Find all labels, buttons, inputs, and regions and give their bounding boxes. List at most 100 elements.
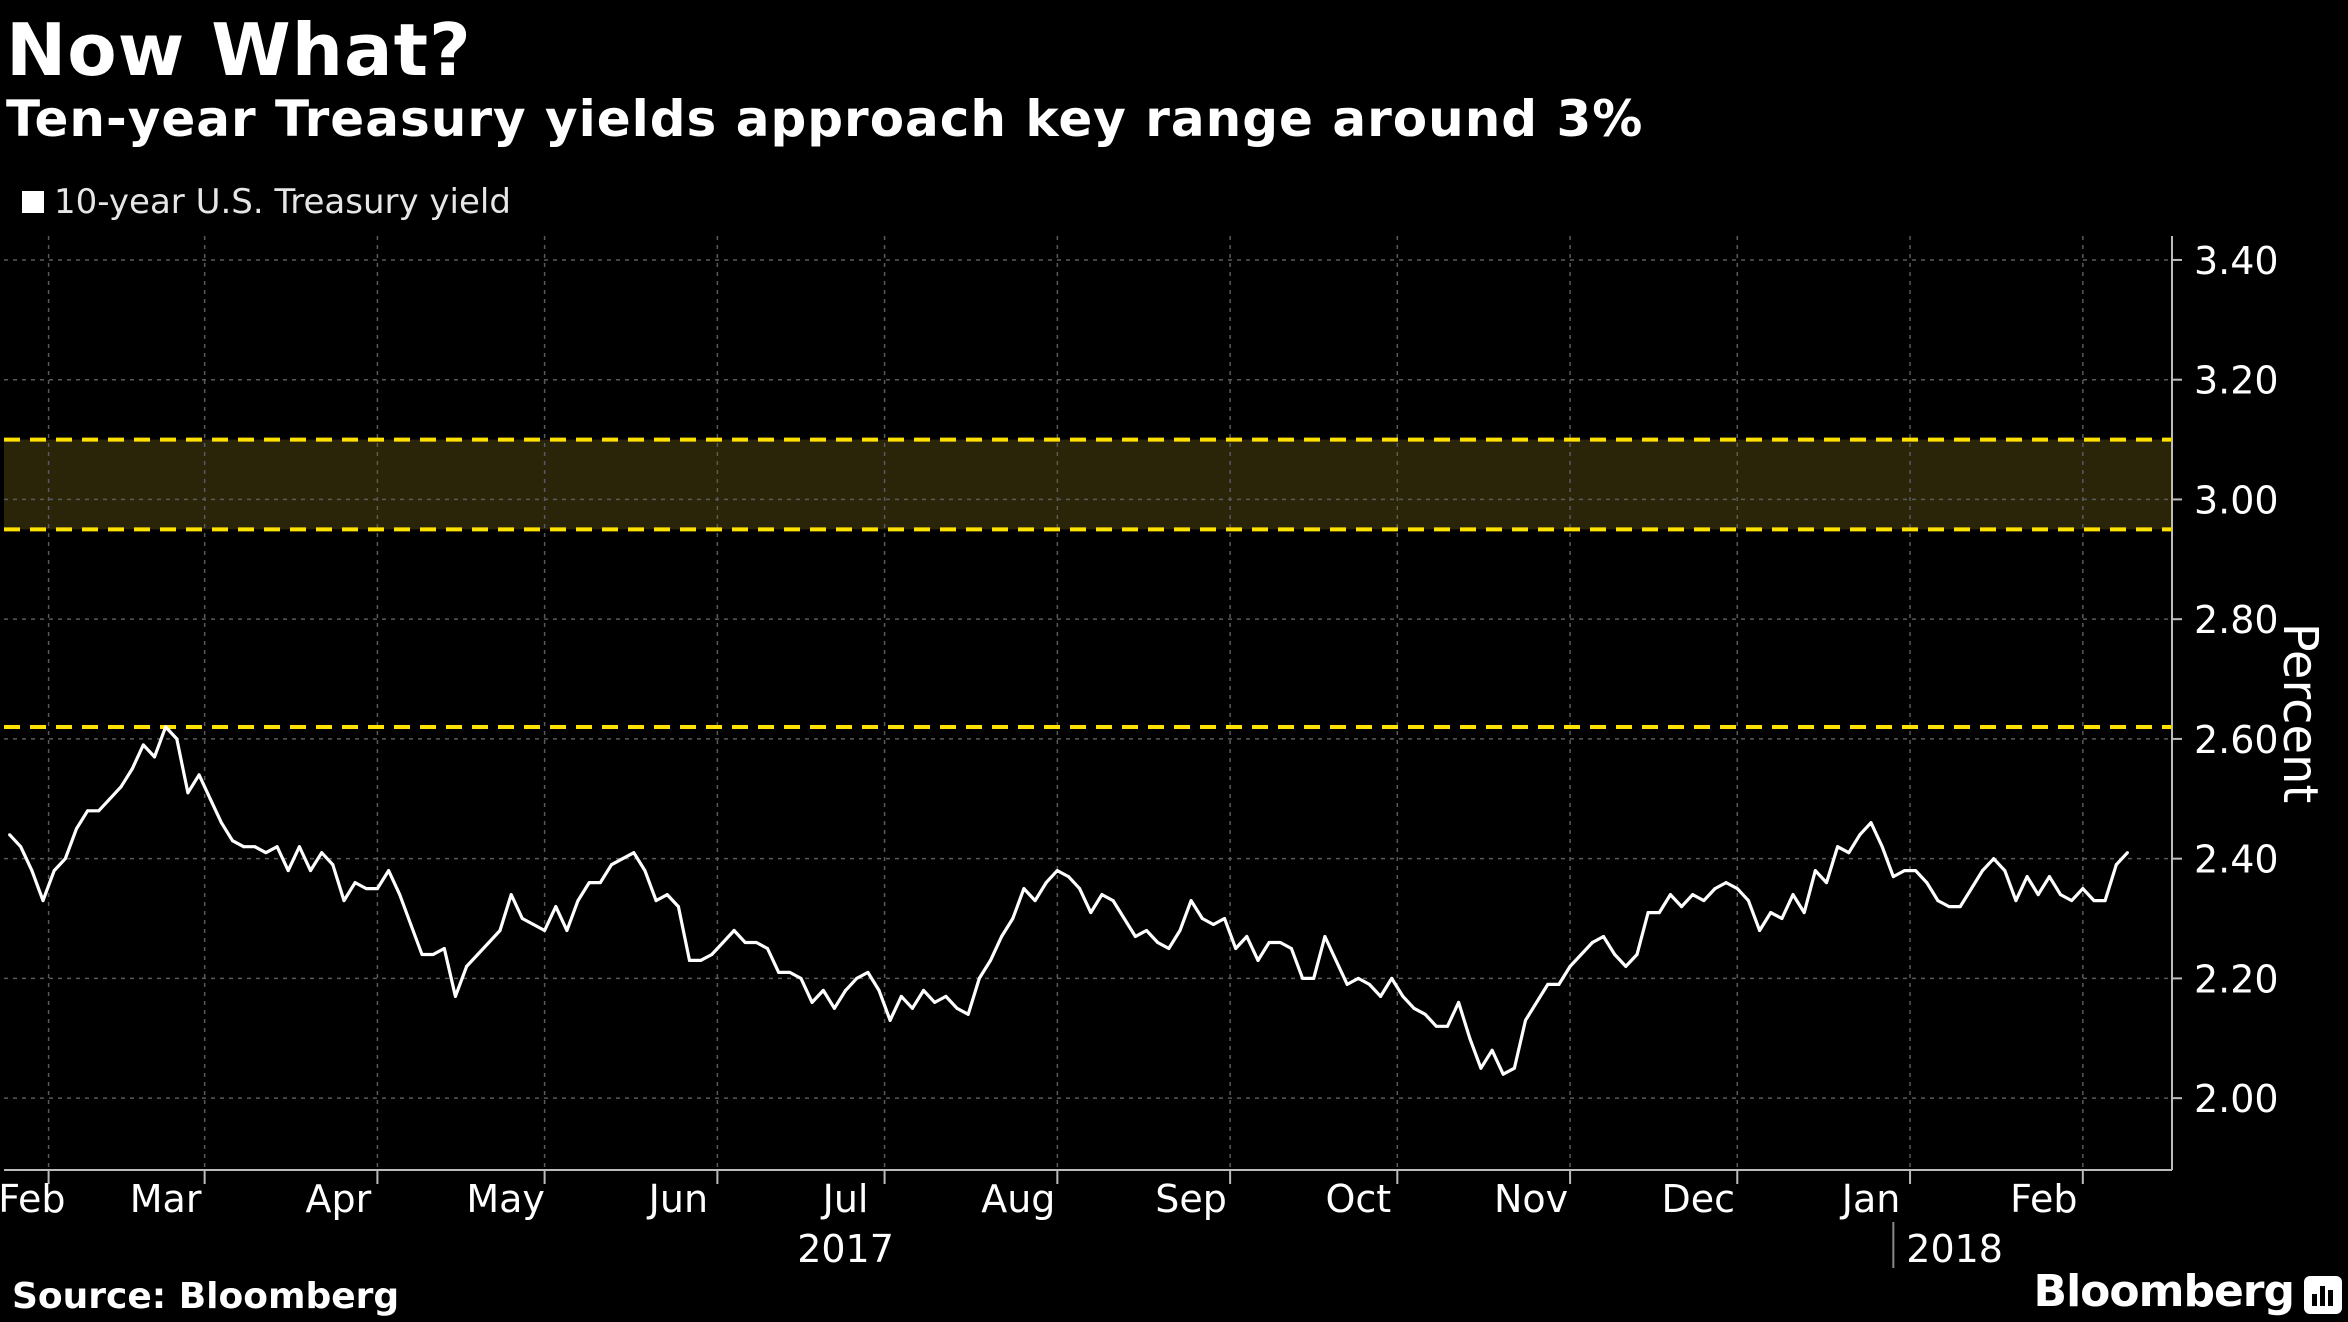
data-point [19,845,23,849]
bloomberg-chart-icon [2304,1276,2342,1314]
data-point [1880,845,1884,849]
data-point [1858,833,1862,837]
x-tick-label: Jun [647,1177,708,1221]
data-point [1345,982,1349,986]
data-point [1011,917,1015,921]
x-tick-label: Oct [1325,1177,1391,1221]
data-point [688,958,692,962]
data-point [676,905,680,909]
data-point [1022,887,1026,891]
data-point [1445,1024,1449,1028]
data-point [1401,994,1405,998]
data-point [1579,952,1583,956]
series-line [8,725,2129,1076]
y-tick-label: 3.40 [2194,239,2279,283]
data-point [1412,1006,1416,1010]
data-point [465,964,469,968]
data-point [1947,905,1951,909]
data-point [933,1000,937,1004]
data-point [1312,976,1316,980]
data-point [2003,869,2007,873]
data-point [1646,911,1650,915]
data-point [1512,1066,1516,1070]
data-point [1902,869,1906,873]
data-point [264,851,268,855]
x-tick-label: Dec [1661,1177,1735,1221]
data-point [1702,899,1706,903]
data-point [1780,917,1784,921]
data-point [1824,881,1828,885]
data-point [1278,940,1282,944]
data-point [643,869,647,873]
data-point [1501,1072,1505,1076]
data-point [2081,887,2085,891]
data-point [208,797,212,801]
data-point [576,899,580,903]
data-point [1925,881,1929,885]
data-point [699,958,703,962]
data-point [1802,911,1806,915]
key-range-band-fill [4,439,2172,530]
data-point [922,988,926,992]
x-tick-label: May [466,1177,545,1221]
data-point [1111,899,1115,903]
chart-title: Now What? [6,8,472,92]
chart-subtitle: Ten-year Treasury yields approach key ra… [6,90,1644,148]
data-point [331,863,335,867]
data-point [86,809,90,813]
data-point [108,797,112,801]
year-label: 2018 [1906,1227,2003,1271]
data-point [1613,952,1617,956]
data-point [1044,881,1048,885]
data-point [665,893,669,897]
data-point [409,923,413,927]
y-tick-label: 2.20 [2194,957,2279,1001]
data-point [1657,911,1661,915]
data-point [966,1012,970,1016]
data-point [754,940,758,944]
data-point [832,1006,836,1010]
data-point [1992,857,1996,861]
data-point [977,976,981,980]
data-point [487,940,491,944]
data-point [1791,893,1795,897]
data-point [788,970,792,974]
data-point [1078,887,1082,891]
data-point [1914,869,1918,873]
data-point [1635,952,1639,956]
data-point [1746,899,1750,903]
data-point [1379,994,1383,998]
data-point [988,958,992,962]
data-point [1356,976,1360,980]
data-point [1334,958,1338,962]
y-tick-label: 3.20 [2194,359,2279,403]
data-point [320,851,324,855]
data-point [777,970,781,974]
data-point [1724,881,1728,885]
data-point [74,827,78,831]
data-point [621,857,625,861]
data-point [2125,851,2129,855]
data-point [1602,935,1606,938]
data-point [531,923,535,927]
legend-label: 10-year U.S. Treasury yield [54,182,511,222]
data-point [186,791,190,795]
y-tick-label: 2.40 [2194,838,2279,882]
data-point [1490,1048,1494,1052]
y-tick-label: 3.00 [2194,478,2279,522]
data-point [1758,929,1762,933]
data-point [275,845,279,849]
y-tick-label: 2.00 [2194,1077,2279,1121]
data-point [152,755,156,759]
data-point [554,905,558,909]
data-point [353,881,357,885]
data-point [855,976,859,980]
data-point [175,737,179,741]
data-point [453,994,457,998]
data-point [2036,893,2040,897]
data-point [1524,1018,1528,1022]
y-axis-title: Percent [2272,623,2328,804]
data-point [821,988,825,992]
data-point [1590,940,1594,944]
data-point [297,845,301,849]
